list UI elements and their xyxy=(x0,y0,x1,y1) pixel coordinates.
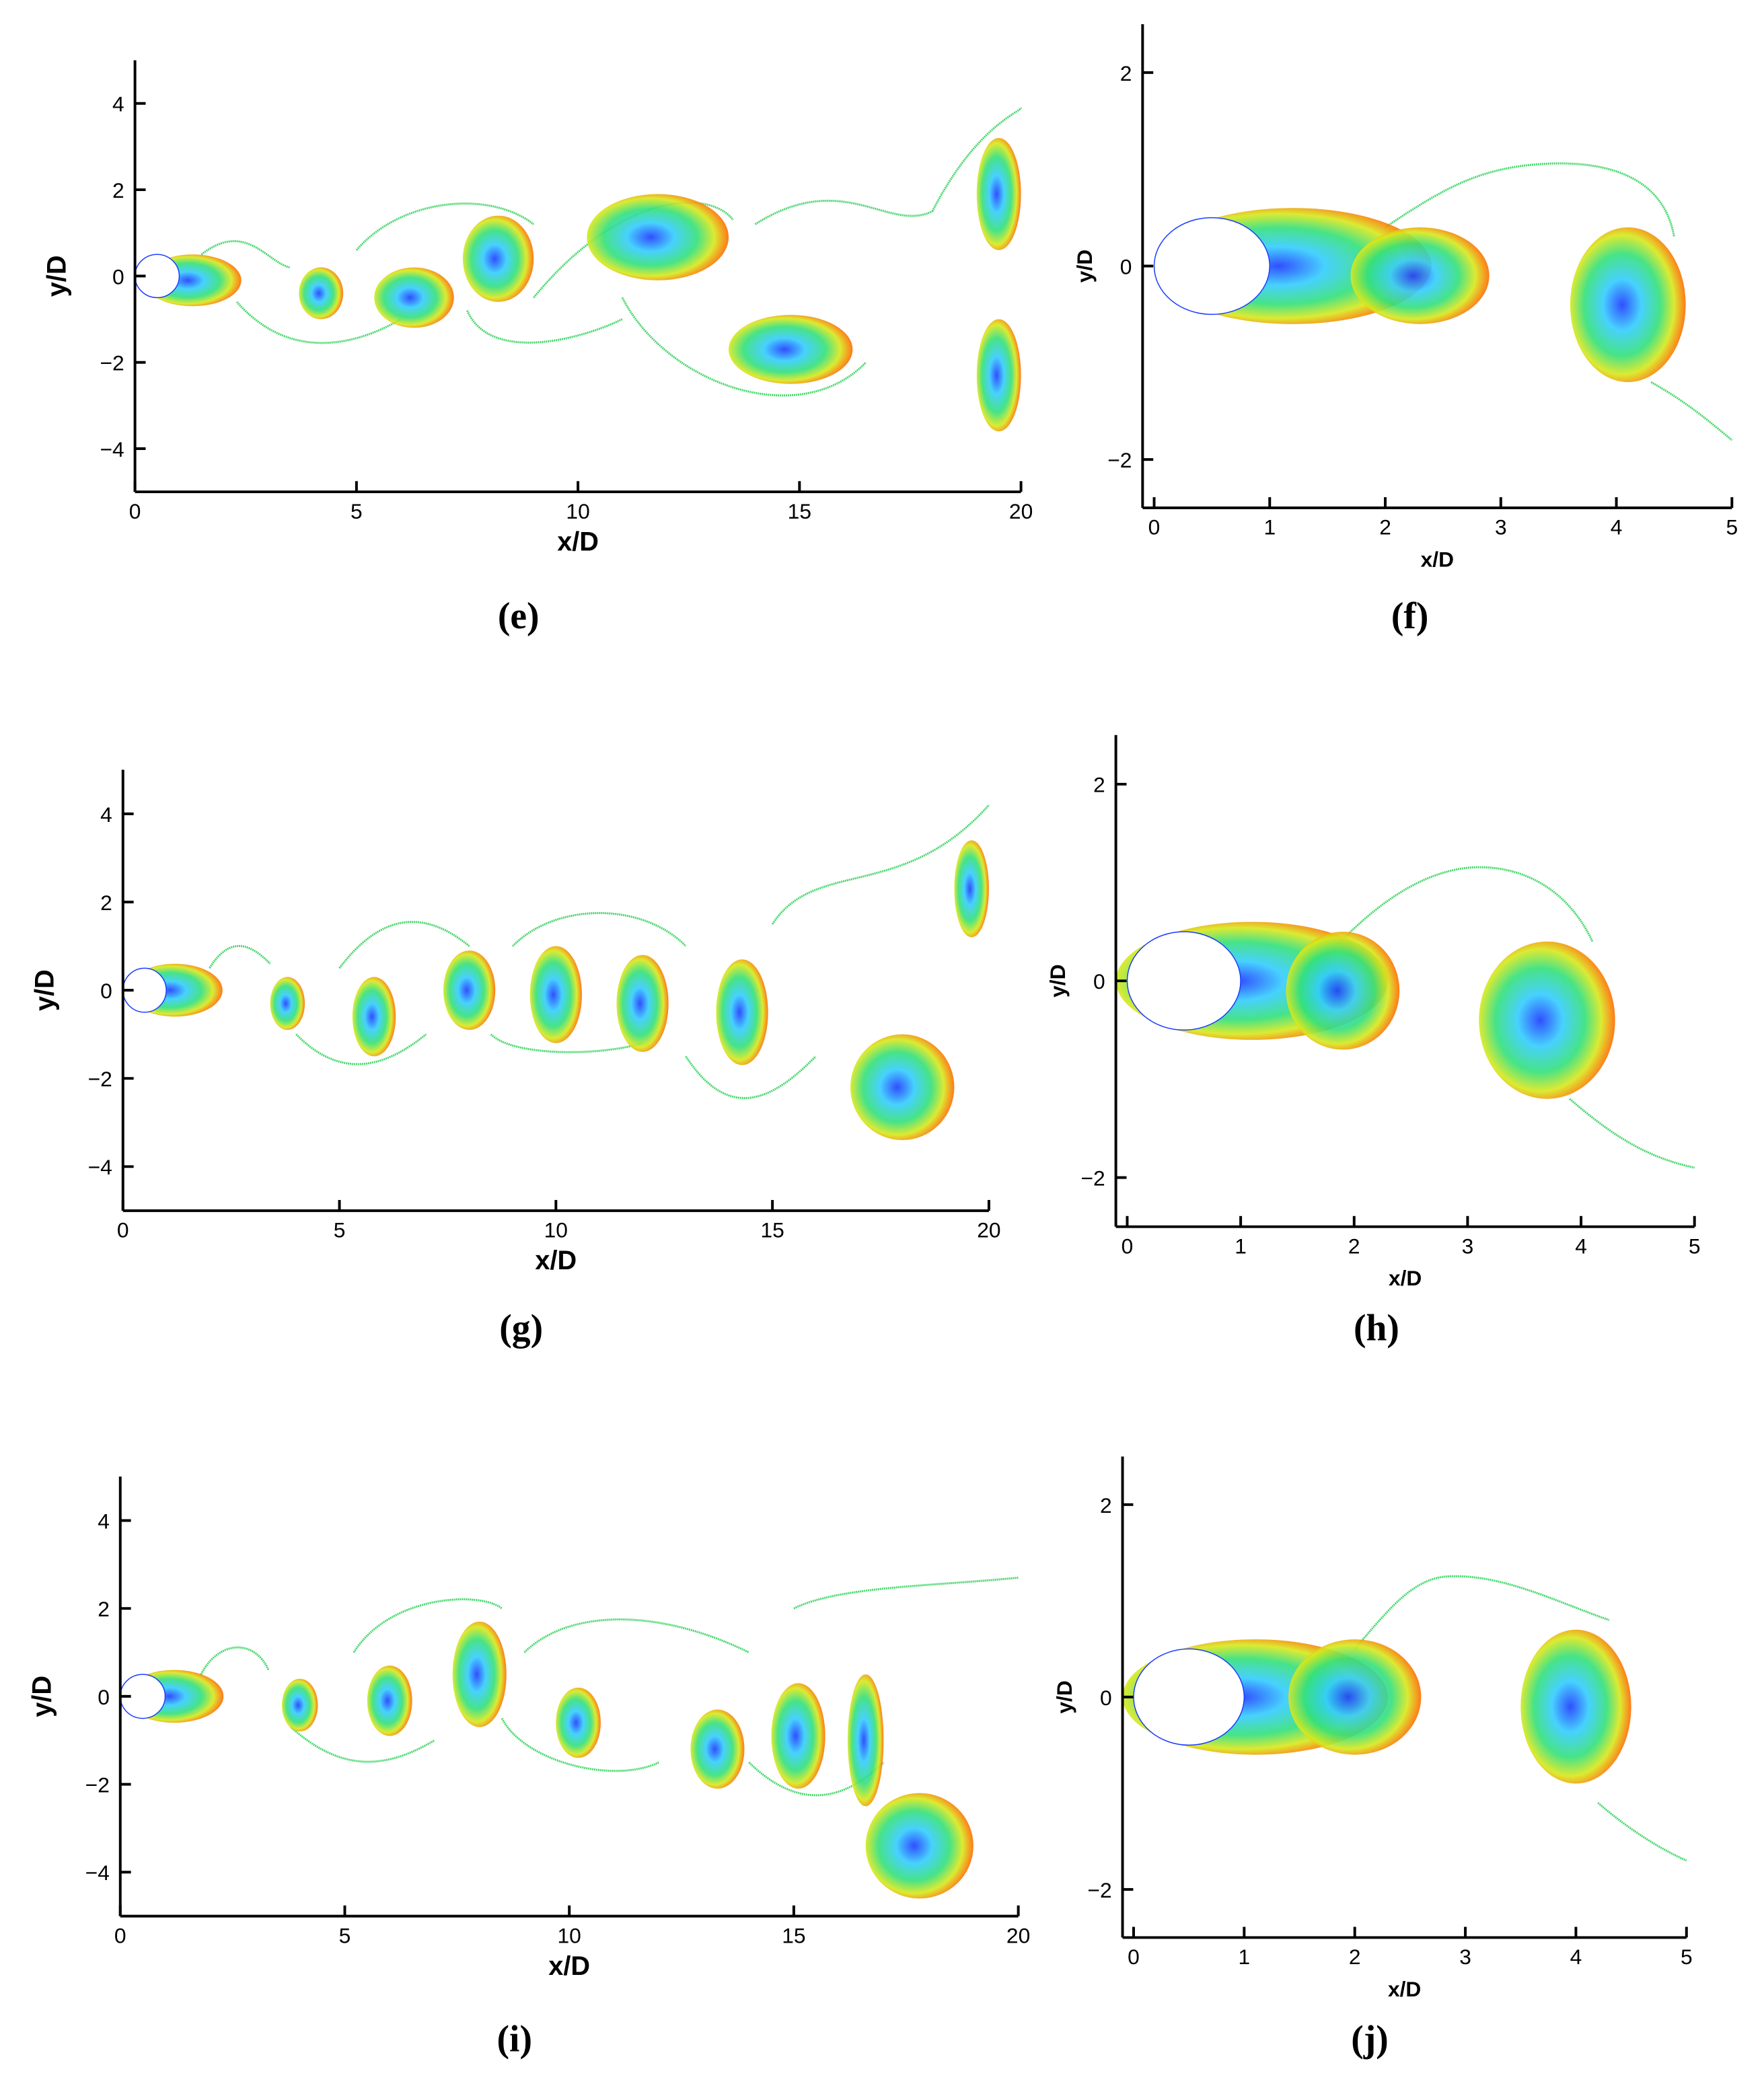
x-tick-label: 5 xyxy=(334,1218,346,1242)
x-tick-label: 20 xyxy=(977,1218,1000,1242)
y-tick-label: 0 xyxy=(100,979,112,1003)
y-tick-label: 2 xyxy=(1093,773,1105,797)
x-tick-label: 0 xyxy=(114,1923,126,1947)
flow-field xyxy=(123,805,989,1140)
x-axis-label: x/D xyxy=(1421,547,1454,571)
x-axis-label: x/D xyxy=(1388,1977,1421,2001)
x-axis-label: x/D xyxy=(535,1246,577,1275)
panel-caption: (g) xyxy=(499,1308,543,1349)
y-axis-label: y/D xyxy=(1072,250,1097,283)
x-tick-label: 0 xyxy=(129,499,141,523)
x-tick-label: 20 xyxy=(1009,499,1033,523)
x-tick-label: 10 xyxy=(544,1218,568,1242)
x-tick-label: 10 xyxy=(566,499,589,523)
x-tick-label: 2 xyxy=(1348,1234,1360,1258)
y-tick-label: 2 xyxy=(98,1597,110,1621)
x-tick-label: 0 xyxy=(1148,515,1161,539)
panel-caption: (f) xyxy=(1391,595,1429,637)
y-axis-label: y/D xyxy=(30,969,59,1011)
y-tick-label: −4 xyxy=(88,1155,112,1179)
x-tick-label: 20 xyxy=(1006,1923,1030,1947)
y-tick-label: 0 xyxy=(98,1685,110,1709)
y-tick-label: 2 xyxy=(1120,61,1132,85)
y-tick-label: 0 xyxy=(112,264,124,289)
y-tick-label: −2 xyxy=(1081,1166,1105,1191)
x-tick-label: 5 xyxy=(351,499,363,523)
x-tick-label: 1 xyxy=(1235,1234,1247,1258)
y-axis-label: y/D xyxy=(42,255,71,297)
x-axis-label: x/D xyxy=(1389,1266,1422,1290)
panel-caption: (i) xyxy=(497,2018,533,2060)
x-tick-label: 5 xyxy=(339,1923,351,1947)
x-tick-label: 15 xyxy=(782,1923,805,1947)
y-tick-label: 2 xyxy=(112,178,124,202)
y-tick-label: 0 xyxy=(1093,969,1105,994)
y-tick-label: 4 xyxy=(100,802,112,827)
panel-caption: (e) xyxy=(498,595,540,637)
x-tick-label: 2 xyxy=(1379,515,1391,539)
flow-field xyxy=(1154,163,1732,440)
y-tick-label: −2 xyxy=(100,351,124,375)
y-tick-label: 2 xyxy=(1100,1493,1112,1518)
x-tick-label: 2 xyxy=(1349,1945,1361,1969)
y-tick-label: −2 xyxy=(85,1773,110,1797)
y-tick-label: −2 xyxy=(88,1067,112,1091)
y-tick-label: 0 xyxy=(1100,1686,1112,1710)
x-axis-label: x/D xyxy=(548,1951,590,1981)
x-axis-label: x/D xyxy=(557,527,599,557)
y-tick-label: −4 xyxy=(85,1861,110,1885)
x-tick-label: 15 xyxy=(788,499,811,523)
y-tick-label: −2 xyxy=(1087,1878,1111,1902)
x-tick-label: 5 xyxy=(1681,1945,1693,1969)
y-axis-label: y/D xyxy=(1052,1680,1076,1713)
x-tick-label: 4 xyxy=(1570,1945,1582,1969)
y-tick-label: −4 xyxy=(100,437,124,461)
flow-field xyxy=(135,108,1021,431)
y-axis-label: y/D xyxy=(1045,964,1070,997)
y-axis-label: y/D xyxy=(27,1676,57,1717)
x-tick-label: 0 xyxy=(1128,1945,1140,1969)
x-tick-label: 4 xyxy=(1575,1234,1587,1258)
x-tick-label: 3 xyxy=(1459,1945,1471,1969)
flow-field xyxy=(1116,867,1695,1168)
panel-caption: (j) xyxy=(1351,2018,1389,2060)
x-tick-label: 1 xyxy=(1239,1945,1251,1969)
x-tick-label: 15 xyxy=(760,1218,784,1242)
y-tick-label: 4 xyxy=(98,1509,110,1533)
x-tick-label: 5 xyxy=(1689,1234,1701,1258)
y-tick-label: 2 xyxy=(100,891,112,915)
y-tick-label: −2 xyxy=(1107,448,1132,472)
x-tick-label: 0 xyxy=(1122,1234,1134,1258)
y-tick-label: 0 xyxy=(1120,254,1132,278)
flow-field xyxy=(1123,1576,1687,1861)
panel-caption: (h) xyxy=(1354,1308,1399,1349)
x-tick-label: 5 xyxy=(1726,515,1738,539)
x-tick-label: 4 xyxy=(1611,515,1623,539)
y-tick-label: 4 xyxy=(112,92,124,116)
x-tick-label: 0 xyxy=(117,1218,129,1242)
x-tick-label: 10 xyxy=(558,1923,581,1947)
x-tick-label: 1 xyxy=(1263,515,1276,539)
flow-field xyxy=(120,1577,1019,1899)
x-tick-label: 3 xyxy=(1495,515,1507,539)
x-tick-label: 3 xyxy=(1462,1234,1474,1258)
